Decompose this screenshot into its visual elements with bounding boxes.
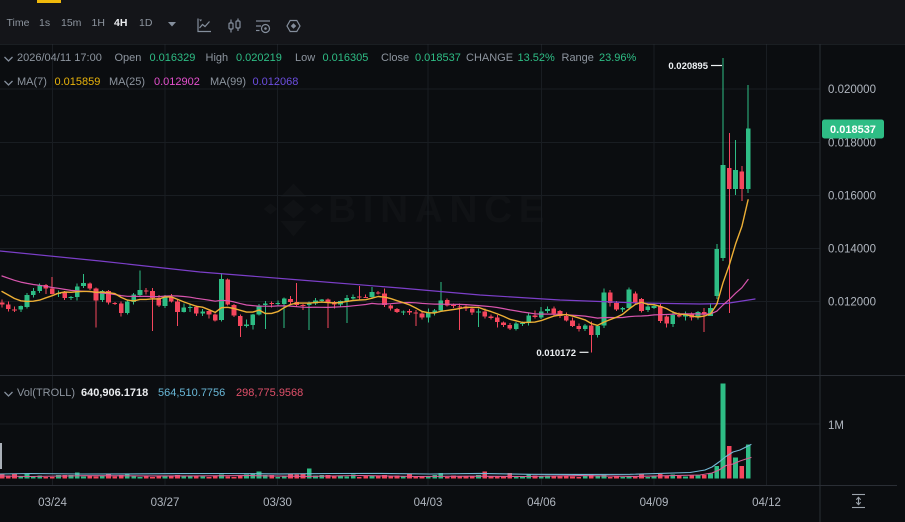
svg-text:04/06: 04/06 bbox=[527, 497, 556, 509]
svg-text:0.012000: 0.012000 bbox=[828, 297, 876, 309]
svg-text:1M: 1M bbox=[828, 420, 844, 432]
svg-text:03/27: 03/27 bbox=[151, 497, 180, 509]
svg-text:0.016000: 0.016000 bbox=[828, 191, 876, 203]
svg-text:0.018000: 0.018000 bbox=[828, 138, 876, 150]
svg-text:03/24: 03/24 bbox=[38, 497, 67, 509]
svg-text:03/30: 03/30 bbox=[263, 497, 292, 509]
svg-text:0.020895: 0.020895 bbox=[668, 61, 708, 72]
svg-text:04/09: 04/09 bbox=[640, 497, 669, 509]
svg-text:0.014000: 0.014000 bbox=[828, 244, 876, 256]
svg-text:04/03: 04/03 bbox=[414, 497, 443, 509]
svg-text:0.018537: 0.018537 bbox=[830, 124, 876, 136]
svg-text:BINANCE: BINANCE bbox=[328, 188, 551, 231]
svg-text:0.020000: 0.020000 bbox=[828, 84, 876, 96]
svg-text:04/12: 04/12 bbox=[752, 497, 781, 509]
svg-text:0.010172: 0.010172 bbox=[536, 348, 576, 359]
